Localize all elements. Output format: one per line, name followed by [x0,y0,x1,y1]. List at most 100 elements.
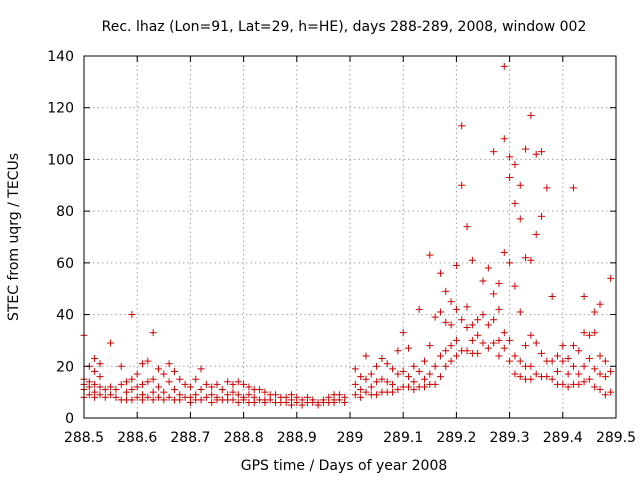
data-point [601,357,609,365]
x-tick-label: 288.8 [224,430,264,446]
data-point [91,380,99,388]
data-point [192,375,200,383]
data-point [527,362,535,370]
data-point [426,251,434,259]
data-point [123,378,131,386]
data-point [532,370,540,378]
data-point [261,388,269,396]
data-point [165,393,173,401]
data-point [107,383,115,391]
data-point [383,378,391,386]
data-point [107,391,115,399]
data-point [452,305,460,313]
data-point [506,336,514,344]
data-point [596,370,604,378]
data-point [442,287,450,295]
data-point [245,383,253,391]
data-point [591,308,599,316]
data-point [144,378,152,386]
data-point [101,393,109,401]
data-point [367,383,375,391]
data-point [399,329,407,337]
data-point [506,259,514,267]
data-point [378,375,386,383]
tick-labels: 288.5 288.6 288.7 288.8 288.9 289 289.1 289.2 28… [47,49,636,446]
data-point [133,393,141,401]
data-point [149,375,157,383]
data-point [580,378,588,386]
y-tick-label: 40 [56,308,74,324]
data-point [479,339,487,347]
data-point [139,396,147,404]
data-point [479,277,487,285]
data-point [479,311,487,319]
data-point [516,308,524,316]
data-point [575,347,583,355]
data-point [202,393,210,401]
x-tick-label: 289 [337,430,364,446]
data-point [112,386,120,394]
data-point [282,398,290,406]
data-point [569,342,577,350]
data-point [362,388,370,396]
data-point [553,367,561,375]
data-point [160,396,168,404]
data-point [415,305,423,313]
data-point [415,367,423,375]
data-point [511,199,519,207]
data-point [85,383,93,391]
data-point [527,331,535,339]
data-point [91,367,99,375]
data-point [607,274,615,282]
data-point [208,398,216,406]
data-point [91,355,99,363]
data-point [373,378,381,386]
data-point [405,383,413,391]
data-point [538,212,546,220]
x-tick-label: 289.5 [596,430,636,446]
data-point [234,398,242,406]
data-point [452,261,460,269]
data-point [585,375,593,383]
data-point [543,373,551,381]
data-point [527,375,535,383]
data-point [559,342,567,350]
x-tick-label: 288.5 [64,430,104,446]
data-point [165,360,173,368]
data-point [559,357,567,365]
y-axis-label: STEC from uqrg / TECUs [6,153,22,321]
data-point [389,380,397,388]
data-point [447,298,455,306]
data-point [240,380,248,388]
data-point [170,386,178,394]
data-point [117,362,125,370]
data-point [452,336,460,344]
data-point [490,290,498,298]
data-point [468,256,476,264]
data-point [538,349,546,357]
data-point [101,386,109,394]
data-point [495,280,503,288]
chart-title: Rec. lhaz (Lon=91, Lat=29, h=HE), days 2… [102,19,587,35]
data-point [96,383,104,391]
data-point [553,352,561,360]
data-point [506,153,514,161]
data-point [181,380,189,388]
data-point [484,344,492,352]
data-point [383,360,391,368]
data-point [511,352,519,360]
y-tick-label: 100 [47,152,74,168]
data-point [468,336,476,344]
data-point [511,161,519,169]
data-point [500,329,508,337]
data-point [128,386,136,394]
data-point [442,318,450,326]
data-point [85,391,93,399]
data-point [591,383,599,391]
x-tick-label: 288.6 [117,430,157,446]
x-tick-label: 289.4 [543,430,583,446]
data-point [490,316,498,324]
data-point [410,362,418,370]
data-point [287,401,295,409]
